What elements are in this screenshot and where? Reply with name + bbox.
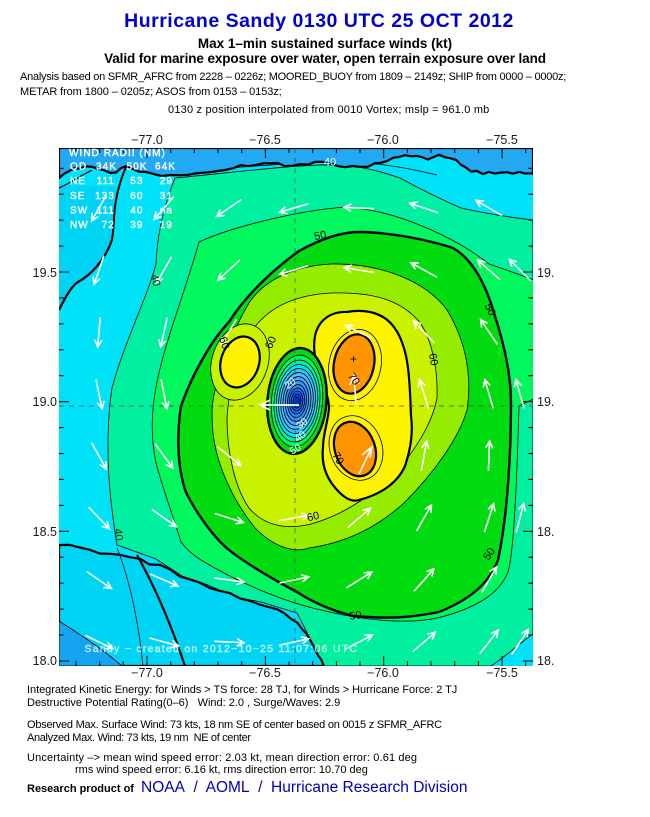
svg-text:50: 50 bbox=[481, 546, 498, 563]
svg-text:53: 53 bbox=[130, 176, 143, 187]
svg-text:40: 40 bbox=[324, 157, 336, 169]
svg-text:70: 70 bbox=[329, 450, 346, 467]
svg-text:29: 29 bbox=[160, 176, 173, 187]
svg-text:60: 60 bbox=[263, 335, 279, 351]
svg-text:19: 19 bbox=[160, 220, 173, 231]
svg-text:na: na bbox=[160, 205, 173, 216]
svg-text:50: 50 bbox=[349, 609, 363, 623]
svg-text:QD: QD bbox=[70, 162, 87, 173]
svg-text:70: 70 bbox=[345, 371, 362, 388]
svg-text:WIND RADII (NM): WIND RADII (NM) bbox=[69, 148, 166, 159]
svg-text:40: 40 bbox=[130, 205, 143, 216]
svg-text:64K: 64K bbox=[155, 162, 176, 173]
svg-text:50: 50 bbox=[482, 302, 498, 318]
svg-text:Sandy − created on 2012−10−25: Sandy − created on 2012−10−25 11:07:06 U… bbox=[85, 643, 359, 655]
svg-text:50K: 50K bbox=[127, 162, 148, 173]
svg-text:111: 111 bbox=[97, 205, 115, 216]
svg-text:39: 39 bbox=[130, 220, 143, 231]
svg-text:60: 60 bbox=[306, 510, 321, 525]
svg-text:+: + bbox=[350, 352, 357, 366]
svg-text:50: 50 bbox=[288, 442, 304, 457]
svg-text:40: 40 bbox=[148, 273, 163, 288]
svg-text:60: 60 bbox=[426, 352, 440, 366]
svg-text:SE: SE bbox=[70, 191, 85, 202]
svg-text:72: 72 bbox=[102, 220, 115, 231]
svg-text:50: 50 bbox=[313, 229, 327, 243]
svg-text:34K: 34K bbox=[96, 162, 117, 173]
svg-text:40: 40 bbox=[111, 528, 124, 542]
svg-text:SW: SW bbox=[70, 205, 88, 216]
svg-text:31: 31 bbox=[160, 191, 173, 202]
svg-text:60: 60 bbox=[130, 191, 143, 202]
svg-text:NE: NE bbox=[70, 176, 86, 187]
svg-text:111: 111 bbox=[97, 176, 115, 187]
svg-text:NW: NW bbox=[70, 220, 89, 231]
svg-text:133: 133 bbox=[95, 191, 115, 202]
svg-text:60: 60 bbox=[216, 335, 231, 350]
